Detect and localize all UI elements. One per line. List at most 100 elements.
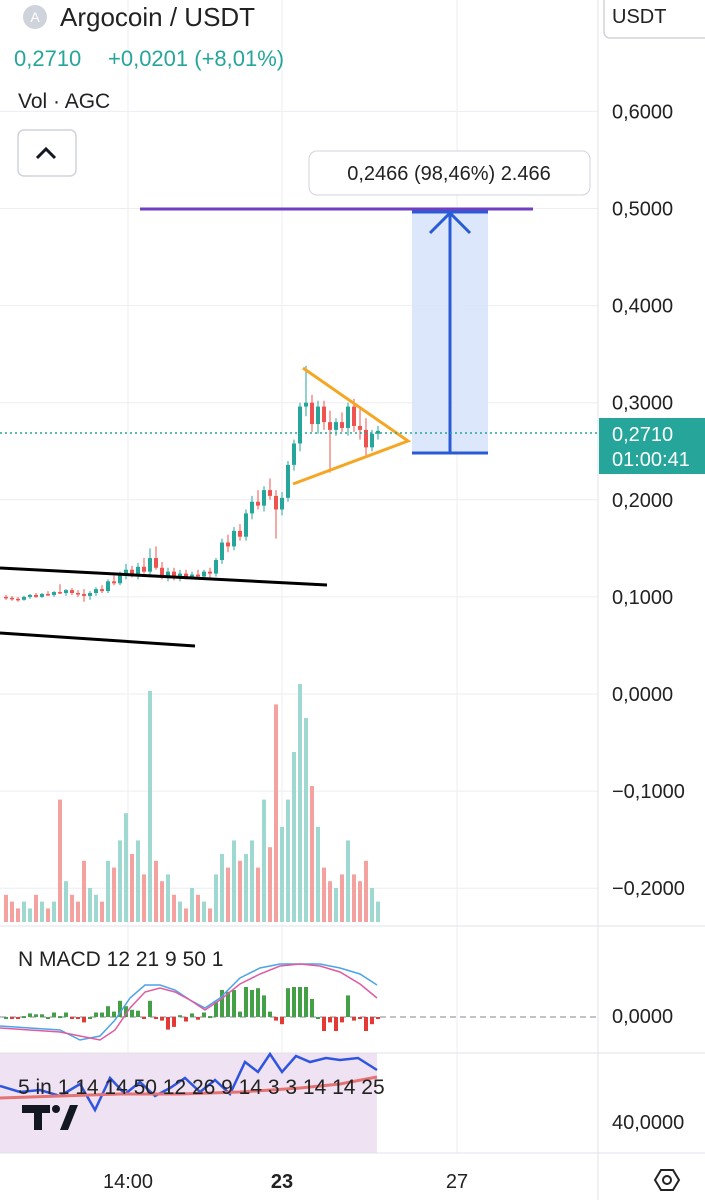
- macd-hist-bar: [352, 1017, 356, 1021]
- macd-hist-bar: [58, 1016, 62, 1019]
- volume-bar: [142, 874, 146, 922]
- macd-hist-bar: [118, 1000, 122, 1017]
- y-tick-label: 0,6000: [612, 101, 673, 123]
- candle: [286, 460, 290, 502]
- trend-line-lower[interactable]: [0, 631, 196, 648]
- candle: [112, 575, 116, 586]
- macd-hist-bar: [124, 1006, 128, 1017]
- candle: [376, 426, 380, 440]
- candle: [106, 579, 110, 594]
- pair-title[interactable]: Argocoin / USDT: [60, 2, 255, 32]
- macd-hist-bar: [286, 988, 290, 1017]
- candle: [214, 558, 218, 577]
- candle: [340, 412, 344, 432]
- volume-bar: [262, 799, 266, 922]
- trend-line-upper[interactable]: [0, 566, 328, 587]
- candle: [64, 589, 68, 596]
- candle: [226, 534, 230, 553]
- macd-hist-bar: [208, 1016, 212, 1019]
- volume-bar: [64, 881, 68, 922]
- volume-bar: [148, 690, 152, 922]
- macd-hist-bar: [316, 1017, 320, 1019]
- volume-bar: [328, 881, 332, 922]
- volume-bar: [190, 888, 194, 922]
- volume-label[interactable]: Vol · AGC: [18, 90, 110, 113]
- candle: [100, 585, 104, 594]
- volume-bar: [346, 840, 350, 922]
- candle: [28, 593, 32, 599]
- candle: [52, 591, 56, 597]
- macd-signal-line: [0, 963, 378, 1041]
- price-axis[interactable]: 0,6000 0,5000 0,4000 0,3000 0,2000 0,1000 0,00…: [612, 101, 685, 900]
- settings-icon[interactable]: [653, 1169, 681, 1191]
- currency-button[interactable]: USDT: [603, 0, 705, 39]
- candle: [34, 593, 38, 598]
- candle: [322, 400, 326, 430]
- macd-hist-bar: [76, 1017, 80, 1019]
- macd-hist-bar: [34, 1014, 38, 1017]
- candle: [70, 588, 74, 595]
- volume-bar: [376, 901, 380, 922]
- candle: [316, 400, 320, 434]
- candle: [94, 587, 98, 596]
- volume-bar: [358, 881, 362, 922]
- volume-bar: [106, 860, 110, 922]
- macd-hist-bar: [10, 1017, 14, 1019]
- collapse-button[interactable]: [17, 129, 77, 177]
- candle: [244, 509, 248, 541]
- macd-hist-bar: [310, 999, 314, 1017]
- volume-bar: [370, 888, 374, 922]
- macd-hist-bar: [220, 990, 224, 1017]
- candle: [10, 595, 14, 601]
- volume-bar: [154, 860, 158, 922]
- candle: [82, 589, 86, 602]
- lower-indicator-label[interactable]: 5 in 1 14 14 50 12 26 9 14 3 3 14 14 25: [18, 1076, 385, 1099]
- macd-histogram: [4, 987, 380, 1031]
- macd-hist-bar: [136, 1010, 140, 1017]
- volume-bar: [196, 894, 200, 922]
- candle: [124, 563, 128, 580]
- macd-hist-bar: [376, 1017, 380, 1019]
- candle: [148, 548, 152, 578]
- volume-bar: [34, 894, 38, 922]
- volume-bar: [304, 718, 308, 922]
- macd-hist-bar: [94, 1012, 98, 1017]
- volume-bar: [22, 901, 26, 922]
- volume-bar: [364, 860, 368, 922]
- candle: [358, 408, 362, 440]
- macd-hist-bar: [70, 1017, 74, 1019]
- volume-bar: [298, 684, 302, 922]
- macd-hist-bar: [196, 1017, 200, 1020]
- macd-hist-bar: [190, 1013, 194, 1017]
- macd-hist-bar: [328, 1017, 332, 1023]
- x-tick-14-00: 14:00: [103, 1171, 153, 1193]
- candle: [262, 486, 266, 512]
- macd-hist-bar: [46, 1017, 50, 1019]
- volume-bar: [88, 888, 92, 922]
- triangle-pattern[interactable]: [292, 366, 412, 486]
- chevron-up-icon: [35, 146, 57, 160]
- current-price-badge: [599, 418, 705, 474]
- candles: [4, 365, 380, 602]
- y-tick-label: 0,5000: [612, 199, 673, 221]
- volume-bar: [70, 894, 74, 922]
- candle: [304, 365, 308, 417]
- macd-hist-bar: [244, 987, 248, 1017]
- macd-hist-bar: [22, 1016, 26, 1019]
- macd-hist-bar: [154, 1017, 158, 1019]
- volume-bar: [160, 881, 164, 922]
- macd-hist-bar: [64, 1012, 68, 1017]
- volume-bar: [256, 867, 260, 922]
- macd-label[interactable]: N MACD 12 21 9 50 1: [18, 948, 223, 971]
- volume-bar: [184, 908, 188, 922]
- measure-arrow-head: [428, 210, 472, 235]
- macd-hist-bar: [106, 1006, 110, 1017]
- volume-bar: [208, 908, 212, 922]
- macd-hist-bar: [148, 1000, 152, 1017]
- y-tick-label: 0,3000: [612, 393, 673, 415]
- volume-bar: [172, 894, 176, 922]
- volume-bar: [46, 908, 50, 922]
- symbol-logo-icon: [23, 5, 47, 29]
- lower-indicator-band: [0, 1053, 377, 1153]
